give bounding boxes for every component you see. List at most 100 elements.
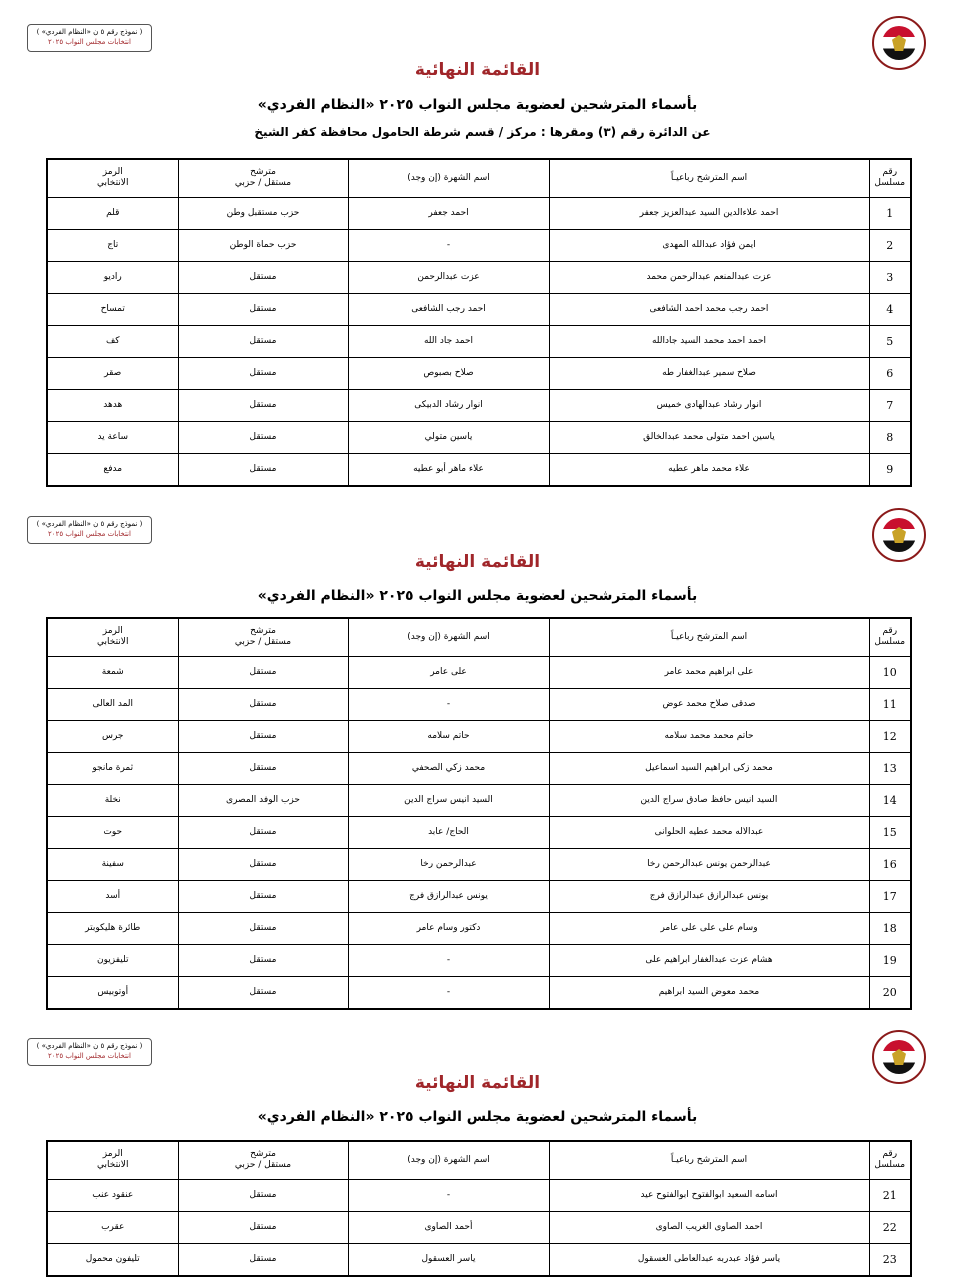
nickname-cell: محمد زكي الصحفي — [347, 751, 550, 785]
table-row: 6 صلاح سمير عبدالغفار طه صلاح بصبوص مستق… — [46, 356, 912, 390]
candidate-type-cell: مستقل — [177, 260, 349, 294]
candidate-type-cell: حزب مستقبل وطن — [177, 196, 349, 230]
table-row: 19 هشام عزت عبدالغفار ابراهيم على - مستق… — [46, 943, 912, 977]
list-subtitle: بأسماء المترشحين لعضوية مجلس النواب ٢٠٢٥… — [257, 1109, 698, 1125]
name-cell: حاتم محمد محمد سلامه — [548, 719, 870, 753]
header-candidate-type: مترشح مستقل / حزبي — [177, 158, 349, 198]
serial-cell: 16 — [868, 847, 912, 881]
table-row: 8 ياسين احمد متولى محمد عبدالخالق ياسين … — [46, 420, 912, 454]
table-row: 18 وسام على على على عامر دكتور وسام عامر… — [46, 911, 912, 945]
table-row: 3 عزت عبدالمنعم عبدالرحمن محمد عزت عبدال… — [46, 260, 912, 294]
symbol-cell: ساعة يد — [46, 420, 179, 454]
table-row: 4 احمد رجب محمد احمد الشافعى احمد رجب ال… — [46, 292, 912, 326]
nickname-cell: احمد جاد الله — [347, 324, 550, 358]
stamp-line1: ( نموذج رقم ٥ ن «النظام الفردي» ) — [36, 1042, 143, 1050]
name-cell: عبدالرحمن يونس عبدالرحمن رخا — [548, 847, 870, 881]
list-title: القائمة النهائية — [414, 60, 541, 80]
serial-cell: 15 — [868, 815, 912, 849]
candidate-type-cell: مستقل — [177, 356, 349, 390]
nickname-cell: - — [347, 975, 550, 1009]
symbol-cell: شمعة — [46, 655, 179, 689]
table-row: 23 ياسر فؤاد عبدربه عبدالعاطى العسقول يا… — [46, 1242, 912, 1276]
nickname-cell: - — [347, 687, 550, 721]
symbol-cell: تاج — [46, 228, 179, 262]
nickname-cell: احمد رجب الشافعى — [347, 292, 550, 326]
elections-authority-logo-icon — [872, 1030, 926, 1084]
header-name: اسم المترشح رباعيـاً — [548, 1140, 870, 1180]
stamp-line2: انتخابات مجلس النواب ٢٠٢٥ — [48, 530, 131, 538]
symbol-cell: كف — [46, 324, 179, 358]
candidate-type-cell: مستقل — [177, 292, 349, 326]
serial-cell: 13 — [868, 751, 912, 785]
name-cell: يونس عبدالرازق عبدالرازق فرج — [548, 879, 870, 913]
form-stamp: ( نموذج رقم ٥ ن «النظام الفردي» ) انتخاب… — [27, 1038, 152, 1066]
candidate-type-cell: مستقل — [177, 975, 349, 1009]
serial-cell: 5 — [868, 324, 912, 358]
name-cell: صدقى صلاح محمد عوض — [548, 687, 870, 721]
nickname-cell: حاتم سلامه — [347, 719, 550, 753]
serial-cell: 12 — [868, 719, 912, 753]
nickname-cell: دكتور وسام عامر — [347, 911, 550, 945]
header-nickname: اسم الشهرة (إن وجد) — [347, 158, 550, 198]
symbol-cell: نخلة — [46, 783, 179, 817]
serial-cell: 17 — [868, 879, 912, 913]
table-row: 14 السيد انيس حافظ صادق سراج الدين السيد… — [46, 783, 912, 817]
nickname-cell: انوار رشاد الدبيكى — [347, 388, 550, 422]
table-row: 12 حاتم محمد محمد سلامه حاتم سلامه مستقل… — [46, 719, 912, 753]
header-candidate-type: مترشح مستقل / حزبي — [177, 617, 349, 657]
serial-cell: 9 — [868, 452, 912, 486]
symbol-cell: أسد — [46, 879, 179, 913]
header-name: اسم المترشح رباعيـاً — [548, 158, 870, 198]
stamp-line2: انتخابات مجلس النواب ٢٠٢٥ — [48, 38, 131, 46]
serial-cell: 22 — [868, 1210, 912, 1244]
form-stamp: ( نموذج رقم ٥ ن «النظام الفردي» ) انتخاب… — [27, 516, 152, 544]
name-cell: ايمن فؤاد عبدالله المهدى — [548, 228, 870, 262]
district-info: عن الدائرة رقم (٣) ومقرها : مركز / قسم ش… — [254, 125, 711, 139]
symbol-cell: جرس — [46, 719, 179, 753]
candidate-type-cell: مستقل — [177, 943, 349, 977]
header-serial: رقم مسلسل — [868, 1140, 912, 1180]
name-cell: ياسر فؤاد عبدربه عبدالعاطى العسقول — [548, 1242, 870, 1276]
candidate-type-cell: مستقل — [177, 1178, 349, 1212]
candidate-type-cell: مستقل — [177, 879, 349, 913]
candidate-type-cell: مستقل — [177, 420, 349, 454]
name-cell: محمد زكى ابراهيم السيد اسماعيل — [548, 751, 870, 785]
candidates-table: رقم مسلسل اسم المترشح رباعيـاً اسم الشهرة… — [46, 1140, 912, 1277]
symbol-cell: راديو — [46, 260, 179, 294]
serial-cell: 14 — [868, 783, 912, 817]
candidate-type-cell: مستقل — [177, 324, 349, 358]
list-title: القائمة النهائية — [414, 552, 541, 572]
header-symbol: الرمز الانتخابي — [46, 617, 179, 657]
table-row: 20 محمد معوض السيد ابراهيم - مستقل أوتوب… — [46, 975, 912, 1009]
table-row: 13 محمد زكى ابراهيم السيد اسماعيل محمد ز… — [46, 751, 912, 785]
name-cell: احمد احمد محمد السيد جادالله — [548, 324, 870, 358]
candidates-table: رقم مسلسل اسم المترشح رباعيـاً اسم الشهرة… — [46, 617, 912, 1010]
nickname-cell: عزت عبدالرحمن — [347, 260, 550, 294]
symbol-cell: تمساح — [46, 292, 179, 326]
header-nickname: اسم الشهرة (إن وجد) — [347, 617, 550, 657]
candidates-table: رقم مسلسل اسم المترشح رباعيـاً اسم الشهرة… — [46, 158, 912, 487]
nickname-cell: صلاح بصبوص — [347, 356, 550, 390]
header-name: اسم المترشح رباعيـاً — [548, 617, 870, 657]
nickname-cell: الحاج/ عابد — [347, 815, 550, 849]
table-row: 9 علاء محمد ماهر عطيه علاء ماهر أبو عطيه… — [46, 452, 912, 486]
name-cell: احمد الصاوى الغريب الصاوى — [548, 1210, 870, 1244]
name-cell: هشام عزت عبدالغفار ابراهيم على — [548, 943, 870, 977]
table-row: 11 صدقى صلاح محمد عوض - مستقل المد العال… — [46, 687, 912, 721]
header-symbol: الرمز الانتخابي — [46, 1140, 179, 1180]
candidate-type-cell: مستقل — [177, 1210, 349, 1244]
header-nickname: اسم الشهرة (إن وجد) — [347, 1140, 550, 1180]
nickname-cell: السيد انيس سراج الدين — [347, 783, 550, 817]
stamp-line1: ( نموذج رقم ٥ ن «النظام الفردي» ) — [36, 520, 143, 528]
candidate-type-cell: مستقل — [177, 911, 349, 945]
table-row: 2 ايمن فؤاد عبدالله المهدى - حزب حماة ال… — [46, 228, 912, 262]
serial-cell: 1 — [868, 196, 912, 230]
name-cell: على ابراهيم محمد عامر — [548, 655, 870, 689]
name-cell: عبدالاله محمد عطيه الحلوانى — [548, 815, 870, 849]
table-row: 1 احمد علاءالدين السيد عبدالعزيز جعفر اح… — [46, 196, 912, 230]
nickname-cell: أحمد الصاوى — [347, 1210, 550, 1244]
candidate-type-cell: مستقل — [177, 452, 349, 486]
name-cell: ياسين احمد متولى محمد عبدالخالق — [548, 420, 870, 454]
table-header-row: رقم مسلسل اسم المترشح رباعيـاً اسم الشهرة… — [46, 1140, 912, 1180]
nickname-cell: على عامر — [347, 655, 550, 689]
